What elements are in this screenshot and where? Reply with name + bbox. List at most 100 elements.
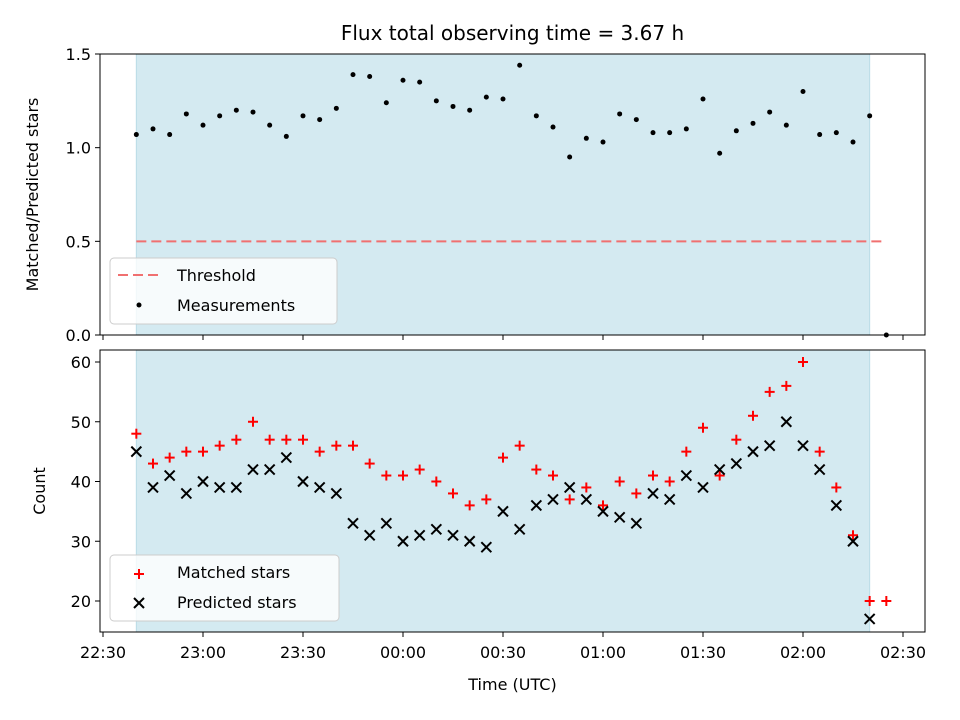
predicted-star-point (163, 469, 176, 482)
matched-star-point (631, 488, 642, 499)
predicted-star-point (547, 493, 559, 506)
predicted-star-point (780, 416, 793, 428)
measurement-point (817, 132, 823, 138)
predicted-star-point (147, 481, 159, 494)
predicted-star-point (680, 469, 693, 482)
predicted-star-point (347, 517, 359, 530)
legend-matched-label: Matched stars (177, 563, 290, 582)
x-tick-label: 23:30 (280, 643, 326, 662)
top-y-ticks: 0.0 0.5 1.0 1.5 (66, 45, 100, 345)
measurement-point (317, 117, 323, 123)
predicted-star-point (763, 439, 776, 452)
matched-star-point (198, 446, 208, 457)
matched-star-point (131, 428, 142, 439)
matched-star-point (798, 357, 808, 367)
bottom-y-tick-label: 30 (71, 532, 91, 551)
predicted-star-point (697, 481, 709, 494)
matched-star-point (398, 470, 408, 481)
predicted-star-point (813, 463, 826, 476)
predicted-star-point (663, 493, 676, 506)
legend-measurements-swatch (136, 302, 142, 308)
predicted-star-point (447, 529, 459, 541)
matched-star-point (148, 458, 158, 469)
measurement-point (633, 117, 639, 123)
measurement-point (133, 132, 139, 138)
predicted-star-point (430, 523, 443, 536)
predicted-star-point (797, 439, 809, 452)
matched-star-point (714, 470, 725, 481)
predicted-star-point (397, 535, 409, 547)
measurement-point (800, 88, 806, 94)
legend-predicted-swatch (133, 597, 145, 609)
measurement-point (400, 77, 406, 83)
measurement-point (383, 100, 389, 106)
measurement-point (450, 103, 456, 109)
matched-star-point (531, 464, 542, 475)
measurement-point (750, 120, 756, 126)
matched-star-point (164, 452, 175, 463)
measurement-point (267, 122, 273, 128)
x-tick-label: 02:00 (780, 643, 826, 662)
predicted-star-point (647, 487, 659, 500)
matched-star-point (598, 500, 608, 511)
x-tick-label: 22:30 (80, 643, 126, 662)
matched-stars-points (131, 357, 892, 606)
measurement-point (350, 72, 356, 78)
bottom-panel: 20 30 40 50 60 22:30 23:00 23:30 00:00 00:30 01:0… (30, 349, 926, 694)
bottom-legend: Matched stars Predicted stars (109, 554, 340, 622)
matched-star-point (414, 464, 425, 475)
bottom-y-ticks: 20 30 40 50 60 (71, 353, 100, 611)
predicted-star-point (313, 481, 326, 494)
matched-star-point (331, 440, 342, 451)
matched-star-point (498, 452, 508, 463)
measurement-point (233, 107, 239, 113)
matched-star-point (264, 434, 275, 445)
measurement-point (417, 79, 423, 85)
predicted-star-point (597, 505, 609, 518)
matched-star-point (881, 596, 892, 606)
predicted-star-point (380, 517, 393, 530)
x-axis-label: Time (UTC) (467, 675, 556, 694)
predicted-star-point (463, 535, 476, 547)
legend-threshold-label: Threshold (176, 266, 256, 285)
measurement-point (300, 113, 306, 119)
measurement-point (200, 122, 206, 128)
x-tick-label: 01:30 (680, 643, 726, 662)
measurement-point (533, 113, 539, 119)
x-tick-label: 02:30 (880, 643, 926, 662)
matched-star-point (464, 500, 475, 511)
matched-star-point (581, 482, 592, 493)
predicted-star-point (263, 463, 276, 476)
top-y-tick-label: 0.5 (66, 232, 91, 251)
measurement-point (367, 73, 373, 79)
predicted-star-point (713, 463, 726, 476)
top-legend-box (109, 257, 338, 325)
measurement-point (717, 150, 723, 156)
measurement-point (567, 154, 573, 160)
predicted-star-point (747, 445, 759, 458)
matched-star-point (664, 476, 675, 487)
legend-matched-swatch (134, 569, 144, 579)
measurement-point (283, 133, 289, 139)
x-tick-label: 23:00 (180, 643, 226, 662)
predicted-star-point (213, 481, 226, 494)
predicted-star-point (530, 499, 543, 512)
legend-predicted-label: Predicted stars (177, 593, 297, 612)
predicted-star-point (730, 457, 743, 470)
matched-star-point (514, 440, 525, 451)
predicted-star-point (830, 499, 843, 512)
measurement-point (617, 111, 623, 117)
predicted-star-point (330, 487, 343, 500)
predicted-star-point (130, 445, 143, 458)
measurement-point (583, 135, 589, 141)
measurement-point (500, 96, 506, 102)
predicted-star-point (280, 451, 293, 464)
predicted-star-point (563, 481, 576, 494)
matched-star-point (748, 410, 758, 421)
matched-star-point (814, 446, 825, 457)
measurement-point (167, 132, 173, 138)
top-axes-frame (99, 53, 926, 336)
matched-star-point (864, 596, 875, 606)
x-tick-label: 00:30 (480, 643, 526, 662)
measurement-point (767, 109, 773, 115)
